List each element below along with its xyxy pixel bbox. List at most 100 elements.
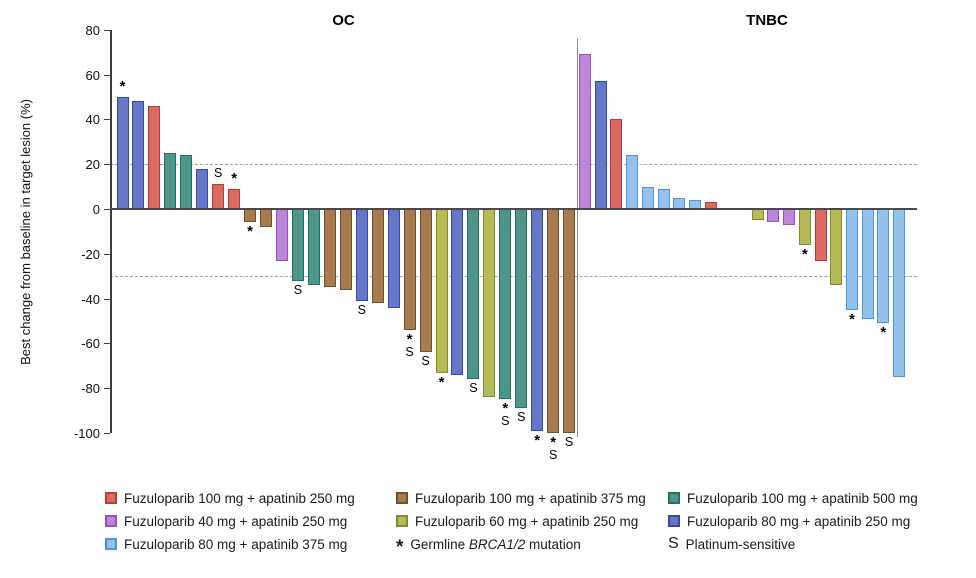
- tick-mark: [104, 388, 110, 390]
- reference-line: [110, 276, 917, 278]
- legend-item: Fuzuloparib 80 mg + apatinib 375 mg: [105, 536, 347, 552]
- bar: [798, 209, 811, 245]
- tick-label: -20: [81, 246, 100, 262]
- brca-mutation-flag: *: [231, 169, 238, 187]
- bar: [861, 209, 874, 319]
- tick-mark: [104, 119, 110, 121]
- legend-swatch-lightblue: [105, 538, 117, 550]
- platinum-sensitive-flag: S: [421, 354, 430, 369]
- tick-mark: [104, 164, 110, 166]
- panel-title-oc: OC: [332, 12, 355, 29]
- brca-mutation-flag: *: [502, 400, 509, 418]
- bar: [148, 105, 161, 209]
- tick-label: -100: [73, 426, 100, 441]
- bar: [610, 119, 623, 209]
- platinum-sensitive-flag: S: [293, 282, 303, 297]
- bar: [579, 54, 591, 209]
- bar: [594, 81, 607, 209]
- tick-mark: [104, 433, 110, 434]
- bar: [228, 188, 241, 209]
- bar: [751, 209, 764, 221]
- bar: [657, 188, 670, 209]
- platinum-sensitive-flag: S: [357, 302, 366, 317]
- bar: [767, 209, 780, 223]
- tick-mark: [104, 298, 110, 300]
- bar: [830, 209, 843, 286]
- legend-label: Fuzuloparib 100 mg + apatinib 250 mg: [124, 490, 355, 506]
- legend: Fuzuloparib 100 mg + apatinib 250 mg Fuzu…: [0, 482, 976, 572]
- bar: [371, 209, 384, 304]
- brca-mutation-flag: *: [119, 78, 126, 95]
- bar: [877, 209, 890, 324]
- legend-item: * Germline BRCA1/2 mutation: [396, 536, 581, 558]
- legend-swatch-blue: [668, 515, 680, 527]
- platinum-sensitive-flag: S: [469, 381, 478, 396]
- bar: [244, 209, 257, 223]
- bar: [212, 184, 225, 209]
- bar: [483, 209, 496, 398]
- legend-item: Fuzuloparib 80 mg + apatinib 250 mg: [668, 513, 910, 529]
- bar: [387, 209, 400, 308]
- y-axis: [110, 30, 112, 433]
- tick-mark: [104, 253, 110, 255]
- brca-mutation-flag: *: [801, 245, 808, 263]
- legend-label: Fuzuloparib 60 mg + apatinib 250 mg: [415, 513, 639, 529]
- legend-swatch-teal: [668, 492, 680, 504]
- bar: [323, 209, 336, 288]
- brca-mutation-flag: *: [438, 373, 445, 391]
- legend-label: Platinum-sensitive: [685, 536, 796, 552]
- tick-label: 20: [85, 157, 100, 173]
- bar: [499, 209, 512, 400]
- brca-mutation-flag: *: [247, 223, 254, 241]
- legend-item: Fuzuloparib 40 mg + apatinib 250 mg: [105, 513, 347, 529]
- tick-label: 0: [92, 202, 100, 217]
- platinum-sensitive-flag: S: [517, 410, 526, 425]
- bar: [276, 209, 288, 261]
- platinum-sensitive-flag: S: [405, 344, 414, 359]
- bar: [339, 209, 352, 290]
- tick-label: 60: [85, 67, 100, 83]
- bar: [403, 209, 416, 330]
- bar: [180, 155, 193, 209]
- bar: [563, 209, 576, 433]
- bar: [435, 209, 448, 373]
- legend-label: Germline BRCA1/2 mutation: [410, 536, 581, 552]
- bar: [307, 209, 320, 286]
- tick-mark: [104, 74, 110, 76]
- bar: [355, 209, 368, 301]
- y-axis-label-wrap: Best change from baseline in target lesi…: [16, 30, 34, 433]
- bar: [260, 209, 273, 227]
- platinum-sensitive-flag: S: [548, 448, 558, 462]
- reference-line: [110, 164, 917, 166]
- legend-swatch-brown: [396, 492, 408, 504]
- bar: [132, 101, 145, 209]
- bar: [893, 209, 905, 377]
- asterisk-symbol: *: [396, 537, 404, 558]
- legend-label: Fuzuloparib 80 mg + apatinib 375 mg: [124, 536, 348, 552]
- tick-label: 80: [85, 22, 100, 38]
- legend-item: S Platinum-sensitive: [668, 536, 795, 552]
- y-axis-label: Best change from baseline in target lesi…: [17, 98, 33, 365]
- legend-item: Fuzuloparib 100 mg + apatinib 375 mg: [396, 490, 646, 506]
- brca-mutation-flag: *: [880, 324, 887, 342]
- tick-label: 40: [85, 112, 100, 128]
- brca-mutation-flag: *: [848, 310, 855, 328]
- bar: [626, 155, 639, 209]
- brca-mutation-flag: *: [534, 431, 541, 449]
- legend-item: Fuzuloparib 100 mg + apatinib 500 mg: [668, 490, 918, 506]
- legend-label: Fuzuloparib 40 mg + apatinib 250 mg: [124, 513, 348, 529]
- legend-swatch-orchid: [105, 515, 117, 527]
- tick-mark: [104, 209, 110, 210]
- platinum-sensitive-flag: S: [214, 166, 223, 181]
- bar: [196, 168, 209, 209]
- legend-item: Fuzuloparib 60 mg + apatinib 250 mg: [396, 513, 638, 529]
- legend-label: Fuzuloparib 80 mg + apatinib 250 mg: [687, 513, 911, 529]
- bar: [291, 209, 304, 281]
- brca-mutation-flag: *: [550, 434, 557, 451]
- platinum-sensitive-flag: S: [564, 435, 574, 449]
- bar: [451, 209, 464, 375]
- bar: [845, 209, 858, 310]
- bar: [419, 209, 432, 353]
- brca-mutation-flag: *: [406, 330, 413, 348]
